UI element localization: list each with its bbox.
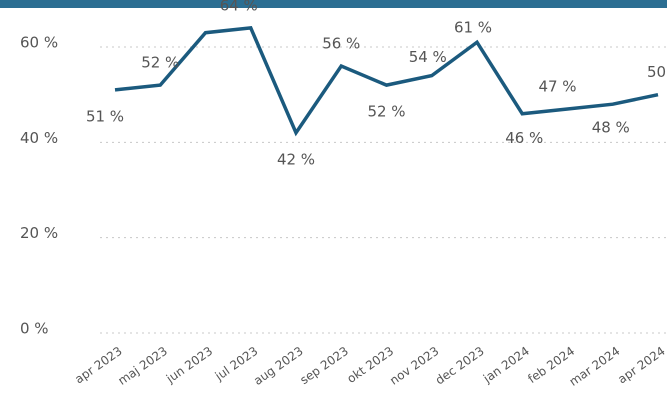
x-tick-label: maj 2023 xyxy=(115,344,170,388)
data-label: 42 % xyxy=(277,150,315,168)
data-label: 51 % xyxy=(86,107,124,125)
x-tick-label: apr 2024 xyxy=(615,344,667,387)
data-label: 46 % xyxy=(505,129,543,147)
y-tick-label: 40 % xyxy=(20,129,58,147)
data-label: 56 % xyxy=(322,35,360,53)
x-tick-label: aug 2023 xyxy=(251,344,306,388)
data-label: 52 % xyxy=(141,54,179,72)
x-tick-label: sep 2023 xyxy=(297,344,351,387)
data-label: 64 % xyxy=(220,0,258,14)
x-tick-label: jan 2024 xyxy=(480,344,532,386)
data-label: 54 % xyxy=(409,48,447,66)
x-tick-label: nov 2023 xyxy=(387,344,441,388)
y-tick-label: 60 % xyxy=(20,34,58,52)
x-tick-label: dec 2023 xyxy=(433,344,487,388)
x-tick-label: mar 2024 xyxy=(567,344,623,389)
data-label: 48 % xyxy=(592,119,630,137)
data-label: 61 % xyxy=(454,19,492,37)
line xyxy=(114,26,659,137)
x-tick-label: jun 2023 xyxy=(163,344,215,386)
y-tick-label: 0 % xyxy=(20,320,49,338)
header-band xyxy=(0,0,667,8)
data-label: 50 % xyxy=(647,63,667,81)
y-tick-label: 20 % xyxy=(20,224,58,242)
data-label: 47 % xyxy=(538,77,576,95)
data-label: 52 % xyxy=(367,103,405,121)
